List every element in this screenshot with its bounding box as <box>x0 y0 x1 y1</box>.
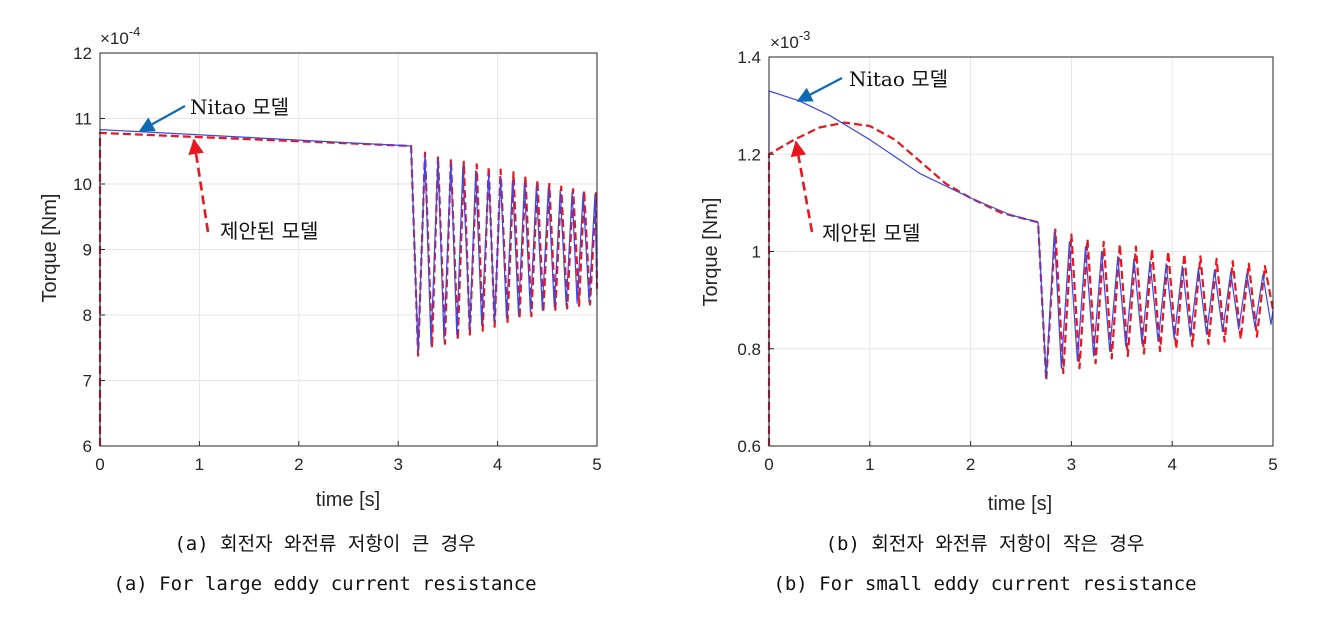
x-axis-label-a: time [s] <box>316 489 380 511</box>
chart-panel-b: 0 1 2 3 4 5 0.6 0.8 1 1.2 1.4 ×10-3 time [s] Torq… <box>700 28 1278 595</box>
y-tick-label: 0.8 <box>737 340 761 359</box>
series-line-nitao-b <box>768 90 1274 446</box>
y-tick-label: 6 <box>83 437 92 456</box>
series-layer-a <box>98 129 599 446</box>
caption-english-b: (b) For small eddy current resistance <box>773 573 1196 595</box>
x-tick-label: 5 <box>1268 455 1277 474</box>
y-tick-label: 12 <box>73 44 92 63</box>
x-tick-label: 2 <box>294 455 303 474</box>
y-exponent-a: ×10-4 <box>100 24 140 48</box>
y-axis-label-a: Torque [Nm] <box>39 194 61 303</box>
x-ticks-b: 0 1 2 3 4 5 <box>764 441 1278 474</box>
y-tick-label: 1 <box>752 243 761 262</box>
y-tick-label: 7 <box>83 372 92 391</box>
y-axis-label-b: Torque [Nm] <box>700 198 722 307</box>
x-ticks-a: 0 1 2 3 4 5 <box>95 441 602 474</box>
caption-korean-b: (b) 회전자 와전류 저항이 작은 경우 <box>826 533 1145 555</box>
proposed-arrow-b <box>790 140 814 233</box>
series-line-proposed-a <box>98 131 599 446</box>
grid-b <box>768 56 1274 447</box>
nitao-annotation-b: Nitao 모델 <box>849 67 948 91</box>
y-exponent-b: ×10-3 <box>770 28 810 52</box>
nitao-arrow-a <box>138 105 186 132</box>
x-tick-label: 4 <box>1167 455 1176 474</box>
y-tick-label: 9 <box>83 241 92 260</box>
y-tick-label: 1.2 <box>737 145 761 164</box>
proposed-arrow-a <box>188 138 210 233</box>
series-line-proposed-b <box>767 121 1275 446</box>
x-tick-label: 1 <box>195 455 204 474</box>
x-tick-label: 2 <box>966 455 975 474</box>
y-tick-label: 10 <box>73 175 92 194</box>
x-tick-label: 3 <box>393 455 402 474</box>
x-tick-label: 0 <box>95 455 104 474</box>
nitao-annotation-a: Nitao 모델 <box>190 95 289 119</box>
proposed-annotation-a: 제안된 모델 <box>220 219 318 243</box>
y-ticks-b: 0.6 0.8 1 1.2 1.4 <box>737 48 774 456</box>
x-tick-label: 5 <box>592 455 601 474</box>
nitao-arrow-b <box>796 77 843 102</box>
y-tick-label: 1.4 <box>737 48 761 67</box>
x-axis-label-b: time [s] <box>988 493 1052 515</box>
caption-english-a: (a) For large eddy current resistance <box>113 573 536 595</box>
y-tick-label: 11 <box>74 110 92 129</box>
x-tick-label: 4 <box>493 455 502 474</box>
proposed-annotation-b: 제안된 모델 <box>822 221 920 245</box>
x-tick-label: 3 <box>1067 455 1076 474</box>
y-ticks-a: 6 7 8 9 10 11 12 <box>73 44 105 456</box>
series-line-nitao-a <box>99 129 598 446</box>
y-tick-label: 8 <box>83 306 92 325</box>
x-tick-label: 1 <box>865 455 874 474</box>
y-tick-label: 0.6 <box>737 437 761 456</box>
series-layer-b <box>767 90 1275 446</box>
x-tick-label: 0 <box>764 455 773 474</box>
caption-korean-a: (a) 회전자 와전류 저항이 큰 경우 <box>174 533 475 555</box>
